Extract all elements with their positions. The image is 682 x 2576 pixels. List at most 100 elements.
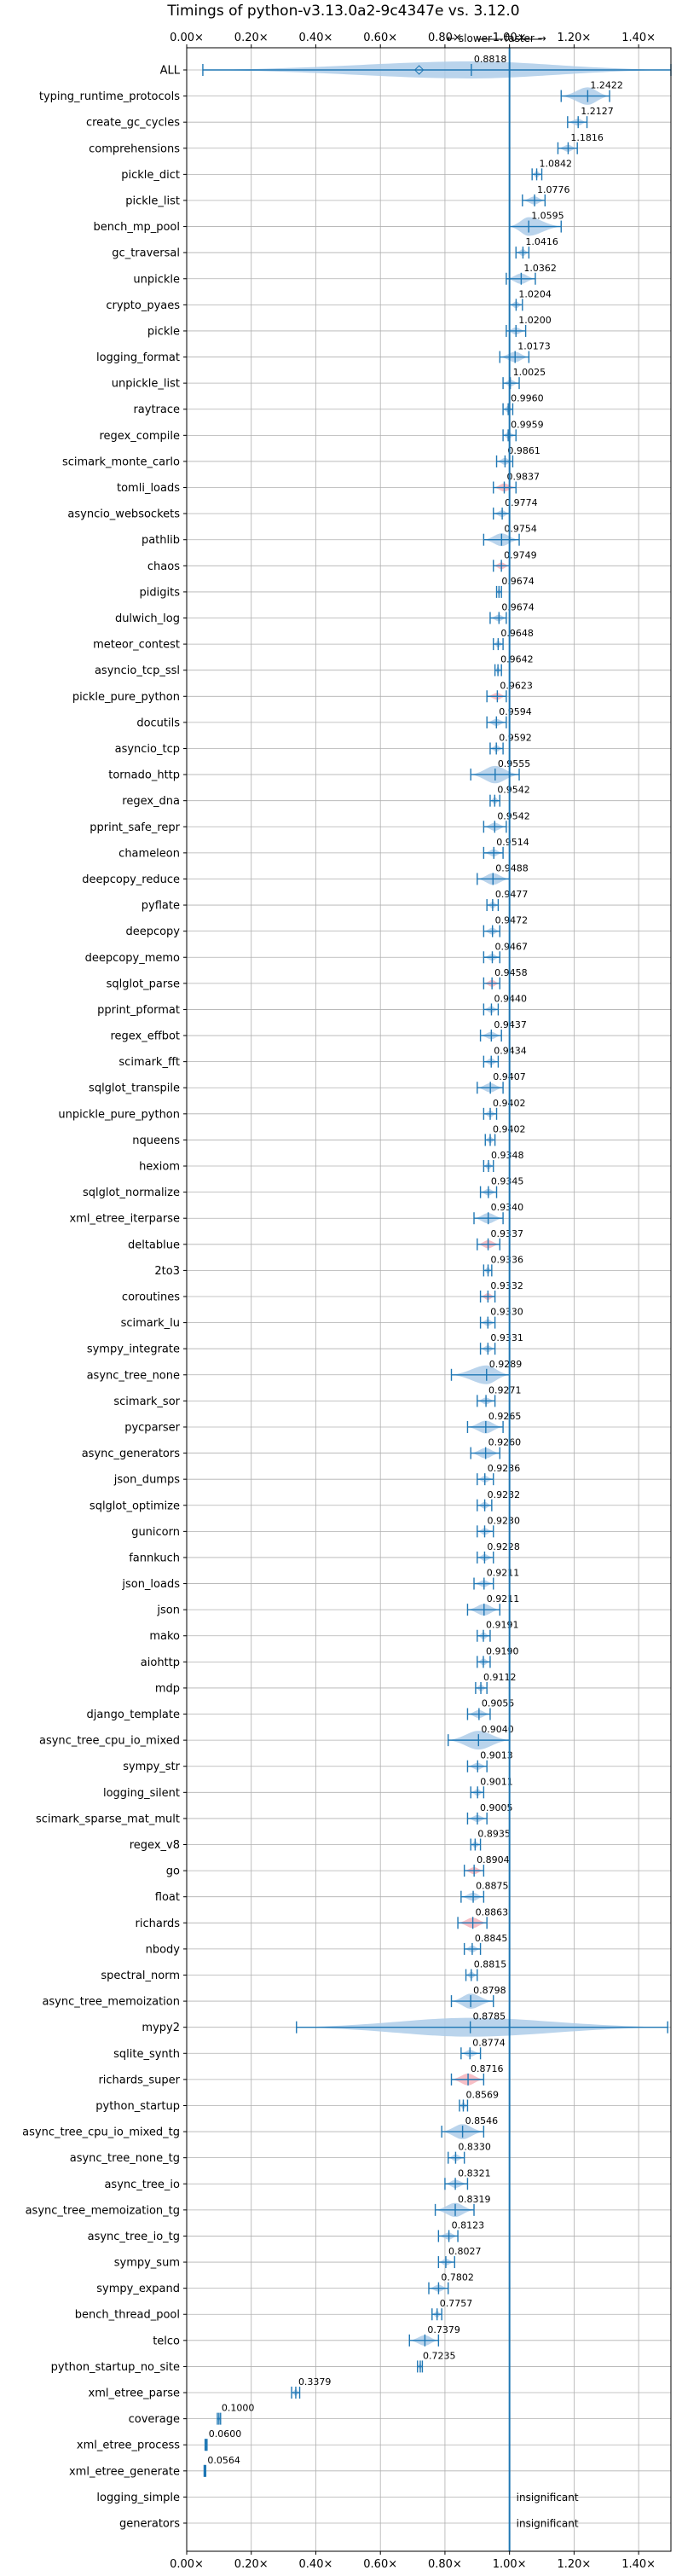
value-label: 0.8569 bbox=[465, 2089, 499, 2100]
benchmark-label: go bbox=[166, 1865, 180, 1878]
value-label: 0.9190 bbox=[486, 1645, 519, 1656]
value-label: 1.0362 bbox=[523, 263, 557, 274]
value-label: 0.9555 bbox=[498, 758, 531, 769]
value-label: 0.7235 bbox=[423, 2350, 456, 2361]
benchmark-label: xml_etree_iterparse bbox=[69, 1213, 180, 1226]
value-label: 0.9472 bbox=[495, 915, 529, 926]
x-tick-label-top: 1.40× bbox=[621, 32, 656, 44]
faster-label: faster → bbox=[505, 32, 546, 44]
x-tick-label-top: 1.00× bbox=[493, 32, 527, 44]
value-label: 0.7802 bbox=[441, 2272, 474, 2283]
benchmark-label: chaos bbox=[147, 560, 180, 573]
value-label: 0.9331 bbox=[490, 1332, 523, 1343]
value-label: 0.9013 bbox=[480, 1750, 513, 1761]
value-label: 0.9345 bbox=[491, 1176, 524, 1187]
benchmark-label: create_gc_cycles bbox=[86, 117, 180, 130]
benchmark-label: async_tree_none_tg bbox=[70, 2152, 180, 2165]
benchmark-label: async_tree_io bbox=[104, 2179, 180, 2191]
benchmark-label: pprint_pformat bbox=[97, 1004, 180, 1017]
benchmark-label: bench_thread_pool bbox=[75, 2309, 180, 2322]
value-label: 0.8863 bbox=[476, 1906, 509, 1917]
benchmark-label: sympy_integrate bbox=[87, 1343, 180, 1356]
benchmark-label: pycparser bbox=[124, 1421, 180, 1434]
benchmark-label: aiohttp bbox=[141, 1656, 180, 1669]
x-tick-label-bottom: 1.00× bbox=[493, 2558, 527, 2571]
benchmark-label: deepcopy_memo bbox=[85, 952, 180, 965]
value-label: 0.9440 bbox=[494, 993, 527, 1004]
value-label: 0.9236 bbox=[488, 1463, 521, 1474]
benchmark-label: asyncio_websockets bbox=[67, 508, 180, 521]
value-label: 1.0025 bbox=[513, 367, 546, 378]
benchmark-label: regex_effbot bbox=[110, 1030, 180, 1043]
benchmark-label: async_tree_io_tg bbox=[88, 2231, 180, 2243]
benchmark-label: scimark_monte_carlo bbox=[62, 455, 180, 468]
value-label: 0.9230 bbox=[488, 1515, 521, 1526]
value-label: 1.2127 bbox=[581, 106, 614, 117]
value-label: 0.8321 bbox=[458, 2167, 491, 2179]
value-label: 0.0564 bbox=[207, 2455, 240, 2466]
benchmark-label: scimark_sparse_mat_mult bbox=[36, 1813, 180, 1825]
x-tick-label-bottom: 0.80× bbox=[428, 2558, 462, 2571]
benchmark-label: python_startup bbox=[95, 2100, 180, 2113]
insignificant-label: insignificant bbox=[517, 2492, 579, 2503]
value-label: 0.9514 bbox=[496, 837, 529, 848]
value-label: 0.0600 bbox=[209, 2428, 242, 2440]
benchmark-label: asyncio_tcp_ssl bbox=[95, 664, 180, 677]
value-label: 0.8875 bbox=[476, 1881, 509, 1892]
plot-frame bbox=[186, 47, 672, 2552]
benchmark-label: 2to3 bbox=[154, 1265, 180, 1278]
value-label: 0.1000 bbox=[222, 2403, 255, 2414]
value-label: 0.8774 bbox=[472, 2037, 506, 2048]
benchmark-label: xml_etree_parse bbox=[89, 2387, 180, 2400]
benchmark-label: unpickle bbox=[133, 273, 180, 286]
benchmark-label: nbody bbox=[146, 1943, 181, 1956]
value-label: 0.9265 bbox=[488, 1411, 522, 1422]
benchmark-label: sympy_sum bbox=[114, 2257, 180, 2270]
value-label: 0.8027 bbox=[448, 2246, 482, 2257]
value-label: 0.8785 bbox=[473, 2011, 506, 2022]
benchmark-label: ALL bbox=[160, 65, 181, 78]
value-label: 0.9211 bbox=[487, 1568, 520, 1579]
value-label: 0.9005 bbox=[480, 1802, 513, 1813]
benchmark-label: sqlglot_transpile bbox=[89, 1082, 180, 1095]
value-label: 1.2422 bbox=[590, 80, 623, 91]
x-tick-label-bottom: 0.20× bbox=[234, 2558, 269, 2571]
value-label: 0.9260 bbox=[488, 1437, 522, 1448]
slower-label: ← slower bbox=[447, 32, 492, 44]
value-label: 1.0776 bbox=[537, 184, 570, 195]
value-label: 1.0200 bbox=[518, 315, 552, 326]
value-label: 1.1816 bbox=[570, 132, 604, 143]
value-label: 0.9642 bbox=[500, 654, 534, 665]
value-label: 0.9648 bbox=[500, 628, 534, 639]
benchmark-label: pathlib bbox=[142, 534, 180, 547]
benchmark-label: hexiom bbox=[139, 1161, 180, 1174]
benchmark-label: coverage bbox=[129, 2413, 180, 2426]
x-tick-label-bottom: 1.40× bbox=[621, 2558, 656, 2571]
y-axis-labels: ALL typing_runtime_protocols create_gc_cyc… bbox=[22, 65, 187, 2531]
value-label: 0.9232 bbox=[488, 1489, 521, 1500]
benchmark-label: logging_simple bbox=[96, 2492, 180, 2504]
benchmark-label: tornado_http bbox=[108, 769, 180, 782]
benchmark-label: async_tree_cpu_io_mixed bbox=[39, 1735, 180, 1748]
benchmark-label: unpickle_pure_python bbox=[58, 1108, 180, 1121]
x-tick-label-bottom: 0.00× bbox=[170, 2558, 204, 2571]
value-label: 0.3379 bbox=[298, 2376, 332, 2387]
benchmark-label: float bbox=[155, 1891, 180, 1904]
benchmark-label: tomli_loads bbox=[117, 482, 180, 495]
value-label: 0.8904 bbox=[477, 1854, 510, 1865]
value-label: 0.9211 bbox=[487, 1593, 520, 1604]
benchmark-label: async_generators bbox=[82, 1448, 181, 1460]
benchmark-label: pickle bbox=[147, 325, 180, 338]
value-label: 1.0416 bbox=[525, 236, 558, 247]
benchmark-label: sqlglot_normalize bbox=[83, 1186, 180, 1199]
value-label: 0.9749 bbox=[504, 549, 537, 560]
value-label: 0.9592 bbox=[499, 732, 532, 743]
benchmark-label: asyncio_tcp bbox=[115, 743, 180, 756]
value-label: 0.9336 bbox=[491, 1254, 524, 1265]
benchmark-label: json_dumps bbox=[113, 1474, 180, 1487]
benchmark-label: scimark_sor bbox=[113, 1395, 180, 1408]
benchmark-label: regex_v8 bbox=[130, 1839, 180, 1852]
value-label: 0.9542 bbox=[497, 785, 530, 796]
value-label: 1.0595 bbox=[531, 211, 564, 222]
value-label: 0.7757 bbox=[440, 2298, 473, 2309]
